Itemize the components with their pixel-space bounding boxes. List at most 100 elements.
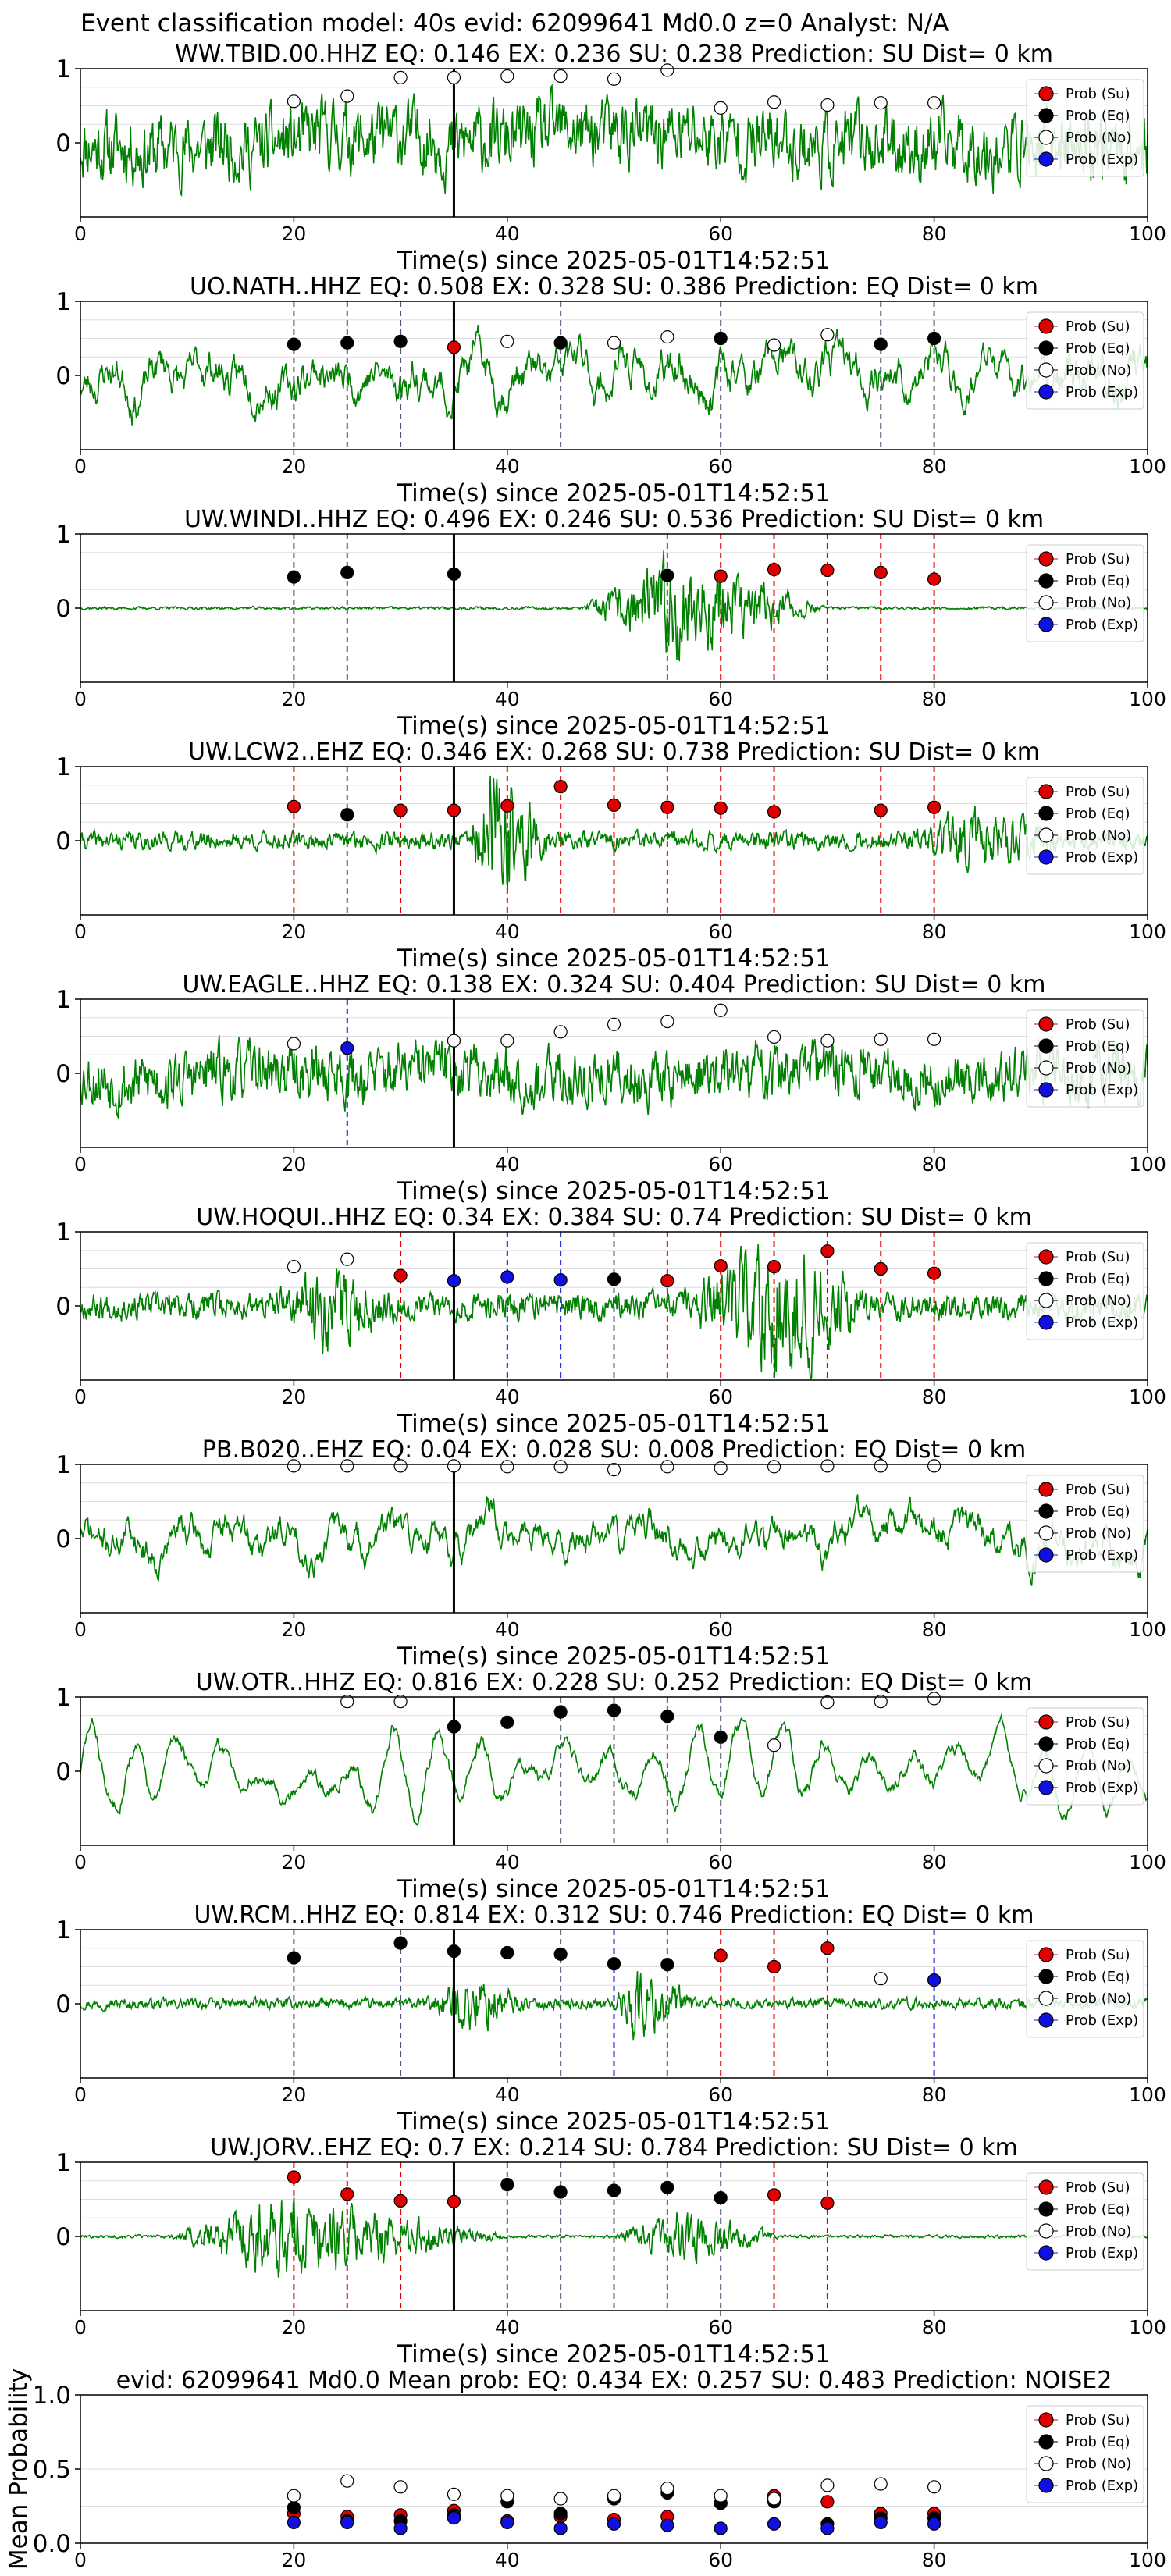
prob-point-no-7	[660, 63, 674, 77]
legend-marker-no	[1038, 130, 1054, 145]
prob-point-eq-8	[714, 2191, 728, 2205]
prob-point-su-9	[820, 1941, 835, 1955]
prob-point-no-8	[714, 101, 728, 115]
mean-point-no-12	[927, 2480, 941, 2494]
prob-point-su-9	[767, 1260, 781, 1274]
legend-marker-no	[1038, 595, 1054, 610]
prob-point-su-7	[660, 1274, 674, 1288]
y-tick-label: 0	[55, 1991, 71, 2019]
prob-point-su-10	[874, 803, 888, 817]
prob-point-no-9	[820, 1695, 835, 1710]
x-tick-label: 0	[74, 1386, 87, 1408]
waveform-trace	[80, 84, 1148, 197]
prob-point-no-5	[553, 69, 568, 84]
legend-label-eq: Prob (Eq)	[1066, 573, 1130, 589]
y-tick-label: 0	[55, 130, 71, 158]
legend-label-no: Prob (No)	[1066, 362, 1131, 379]
legend-marker-exp	[1038, 1547, 1054, 1563]
y-tick-label: 1	[55, 521, 71, 549]
prob-point-eq-1	[340, 565, 354, 580]
x-axis-label: Time(s) since 2025-05-01T14:52:51	[397, 1875, 831, 1903]
prob-point-su-4	[714, 569, 728, 583]
x-tick-label: 0	[74, 2549, 87, 2571]
legend-marker-eq	[1038, 1736, 1054, 1752]
prob-point-eq-4	[553, 1947, 568, 1961]
legend-box	[1026, 1940, 1144, 2038]
panel-title: UW.LCW2..EHZ EQ: 0.346 EX: 0.268 SU: 0.7…	[188, 738, 1040, 766]
x-axis-label: Time(s) since 2025-05-01T14:52:51	[397, 2340, 831, 2368]
prob-point-exp-11	[927, 1973, 941, 1987]
x-tick-label: 0	[74, 1153, 87, 1176]
legend-marker-exp	[1038, 1780, 1054, 1795]
y-tick-label: 1	[55, 1916, 71, 1944]
x-tick-label: 40	[495, 2316, 520, 2339]
mean-point-exp-1	[340, 2515, 354, 2529]
legend: Prob (Su) Prob (Eq) Prob (No) Prob (Exp)	[1026, 777, 1144, 875]
legend-label-su: Prob (Su)	[1066, 784, 1130, 800]
prob-point-no-7	[660, 330, 674, 344]
x-tick-label: 80	[922, 688, 947, 710]
prob-point-no-10	[874, 1032, 888, 1046]
y-tick-label: 0	[55, 1060, 71, 1088]
prob-point-no-7	[714, 1003, 728, 1017]
prob-point-exp-3	[447, 1274, 461, 1288]
prob-point-no-3	[447, 1459, 461, 1473]
prob-point-no-1	[340, 1459, 354, 1473]
x-tick-label: 100	[1129, 2549, 1166, 2571]
legend-label-exp: Prob (Exp)	[1066, 617, 1138, 633]
legend-marker-su	[1038, 1947, 1054, 1962]
x-tick-label: 40	[495, 222, 520, 245]
mean-point-no-10	[820, 2478, 835, 2492]
legend-marker-su	[1038, 1249, 1054, 1265]
legend: Prob (Su) Prob (Eq) Prob (No) Prob (Exp)	[1026, 2405, 1144, 2503]
legend-label-su: Prob (Su)	[1066, 551, 1130, 568]
x-tick-label: 40	[495, 920, 520, 943]
x-tick-label: 20	[281, 1153, 306, 1176]
prob-point-su-3	[447, 340, 461, 354]
legend-box	[1026, 777, 1144, 875]
y-tick-label: 1	[55, 55, 71, 84]
prob-point-no-5	[607, 1017, 621, 1031]
x-tick-label: 0	[74, 2316, 87, 2339]
waveform-trace	[80, 325, 1148, 426]
panel-title: UW.HOQUI..HHZ EQ: 0.34 EX: 0.384 SU: 0.7…	[196, 1204, 1032, 1231]
legend-label-exp: Prob (Exp)	[1066, 1315, 1138, 1331]
x-tick-label: 100	[1129, 1386, 1166, 1408]
prob-point-no-3	[500, 1034, 514, 1048]
prob-point-no-8	[714, 1461, 728, 1475]
prob-point-no-1	[340, 89, 354, 103]
mean-point-no-0	[287, 2489, 301, 2503]
x-tick-label: 0	[74, 688, 87, 710]
panel-7: PB.B020..EHZ EQ: 0.04 EX: 0.028 SU: 0.00…	[55, 1436, 1166, 1670]
prob-point-no-2	[393, 1459, 408, 1473]
x-tick-label: 40	[495, 455, 520, 478]
legend-label-su: Prob (Su)	[1066, 1947, 1130, 1963]
x-tick-label: 60	[708, 2549, 733, 2571]
prob-point-su-6	[607, 798, 621, 813]
legend-marker-exp	[1038, 617, 1054, 632]
prob-point-no-7	[660, 1460, 674, 1474]
prob-point-su-9	[767, 2188, 781, 2202]
mean-point-exp-12	[927, 2517, 941, 2531]
legend-marker-eq	[1038, 573, 1054, 589]
prob-point-eq-6	[660, 1710, 674, 1724]
prob-point-eq-1	[393, 1936, 408, 1950]
prob-point-no-11	[927, 1032, 941, 1046]
figure-title: Event classification model: 40s evid: 62…	[80, 9, 949, 37]
prob-point-no-1	[393, 1695, 408, 1709]
legend-label-eq: Prob (Eq)	[1066, 340, 1130, 357]
legend-marker-eq	[1038, 2434, 1054, 2450]
prob-point-no-5	[553, 1460, 568, 1474]
legend-box	[1026, 1475, 1144, 1573]
mean-point-no-7	[660, 2482, 674, 2496]
legend-marker-su	[1038, 551, 1054, 567]
prob-point-su-11	[874, 1261, 888, 1276]
panel-title: UO.NATH..HHZ EQ: 0.508 EX: 0.328 SU: 0.3…	[190, 273, 1038, 301]
legend-label-eq: Prob (Eq)	[1066, 1736, 1130, 1752]
legend-label-no: Prob (No)	[1066, 1293, 1131, 1309]
legend-marker-su	[1038, 784, 1054, 799]
legend-label-eq: Prob (Eq)	[1066, 806, 1130, 822]
x-axis-label: Time(s) since 2025-05-01T14:52:51	[397, 1642, 831, 1670]
prob-point-no-9	[767, 95, 781, 109]
